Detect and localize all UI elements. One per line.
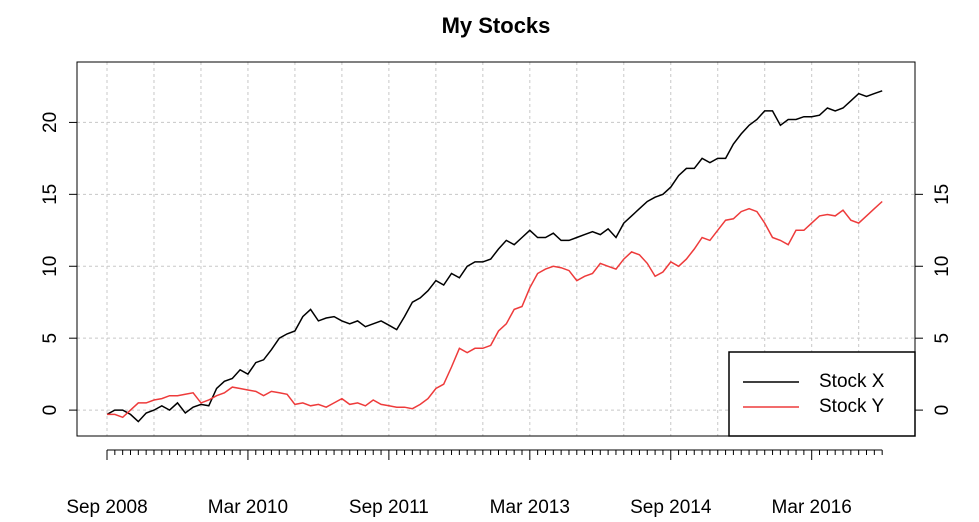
- y2-tick-label: 5: [932, 333, 953, 344]
- y-tick-label: 20: [40, 112, 61, 133]
- y-tick-label: 0: [40, 405, 61, 416]
- x-tick-label: Mar 2013: [490, 497, 570, 518]
- series-line: [106, 90, 883, 423]
- chart-title: My Stocks: [442, 13, 551, 38]
- x-tick-label: Mar 2016: [772, 497, 852, 518]
- legend-box: [728, 351, 916, 437]
- y2-tick-label: 15: [932, 184, 953, 205]
- y-tick-label: 5: [40, 333, 61, 344]
- series-line: [107, 200, 883, 419]
- plot-frame: [76, 61, 916, 437]
- y-tick-label: 15: [40, 184, 61, 205]
- x-tick-label: Mar 2010: [208, 497, 288, 518]
- x-tick-label: Sep 2011: [349, 497, 429, 518]
- y2-tick-label: 0: [932, 405, 953, 416]
- x-tick-label: Sep 2014: [630, 497, 712, 518]
- y2-tick-label: 10: [932, 256, 953, 277]
- x-tick-label: Sep 2008: [66, 497, 147, 518]
- y-tick-label: 10: [40, 256, 61, 277]
- legend-label: Stock Y: [819, 396, 884, 417]
- legend-label: Stock X: [819, 371, 885, 392]
